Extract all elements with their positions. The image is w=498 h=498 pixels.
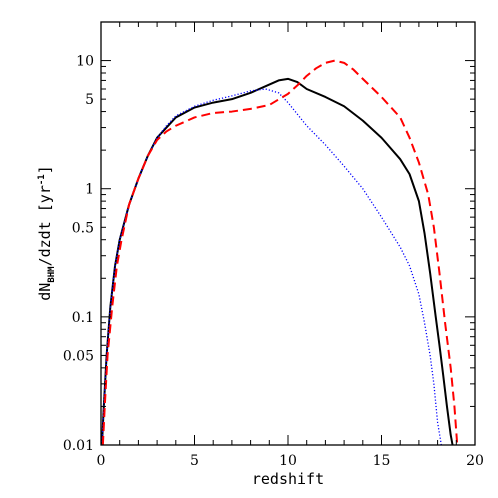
series-line-2	[101, 59, 459, 446]
y-tick-label: 0.01	[63, 438, 94, 454]
y-axis-title-superscript: -1	[37, 174, 47, 185]
x-tick-label: 5	[190, 453, 199, 469]
x-tick-label: 15	[373, 453, 391, 469]
x-tick-label: 20	[466, 453, 484, 469]
axis-ticks	[100, 21, 476, 446]
plot-frame	[100, 21, 476, 446]
plot-lines	[100, 59, 459, 446]
y-tick-label: 0.05	[63, 348, 94, 364]
series-line-0	[100, 77, 454, 446]
y-tick-label: 0.1	[72, 310, 94, 326]
x-tick-label: 10	[279, 453, 297, 469]
y-axis-title: dNBHM/dzdt [yr-1]	[36, 165, 57, 300]
y-tick-label: 0.5	[72, 220, 94, 236]
x-axis-title: redshift	[252, 470, 324, 488]
y-tick-label: 5	[85, 92, 94, 108]
y-axis-title-rest: /dzdt [yr	[36, 185, 54, 266]
y-axis-title-main: dN	[36, 283, 54, 301]
x-tick-label: 0	[97, 453, 106, 469]
y-tick-label: 1	[85, 182, 94, 198]
y-axis-title-subscript: BHM	[47, 266, 57, 283]
y-tick-label: 10	[76, 54, 94, 70]
y-axis-title-end: ]	[36, 165, 54, 174]
series-line-1	[101, 88, 442, 446]
